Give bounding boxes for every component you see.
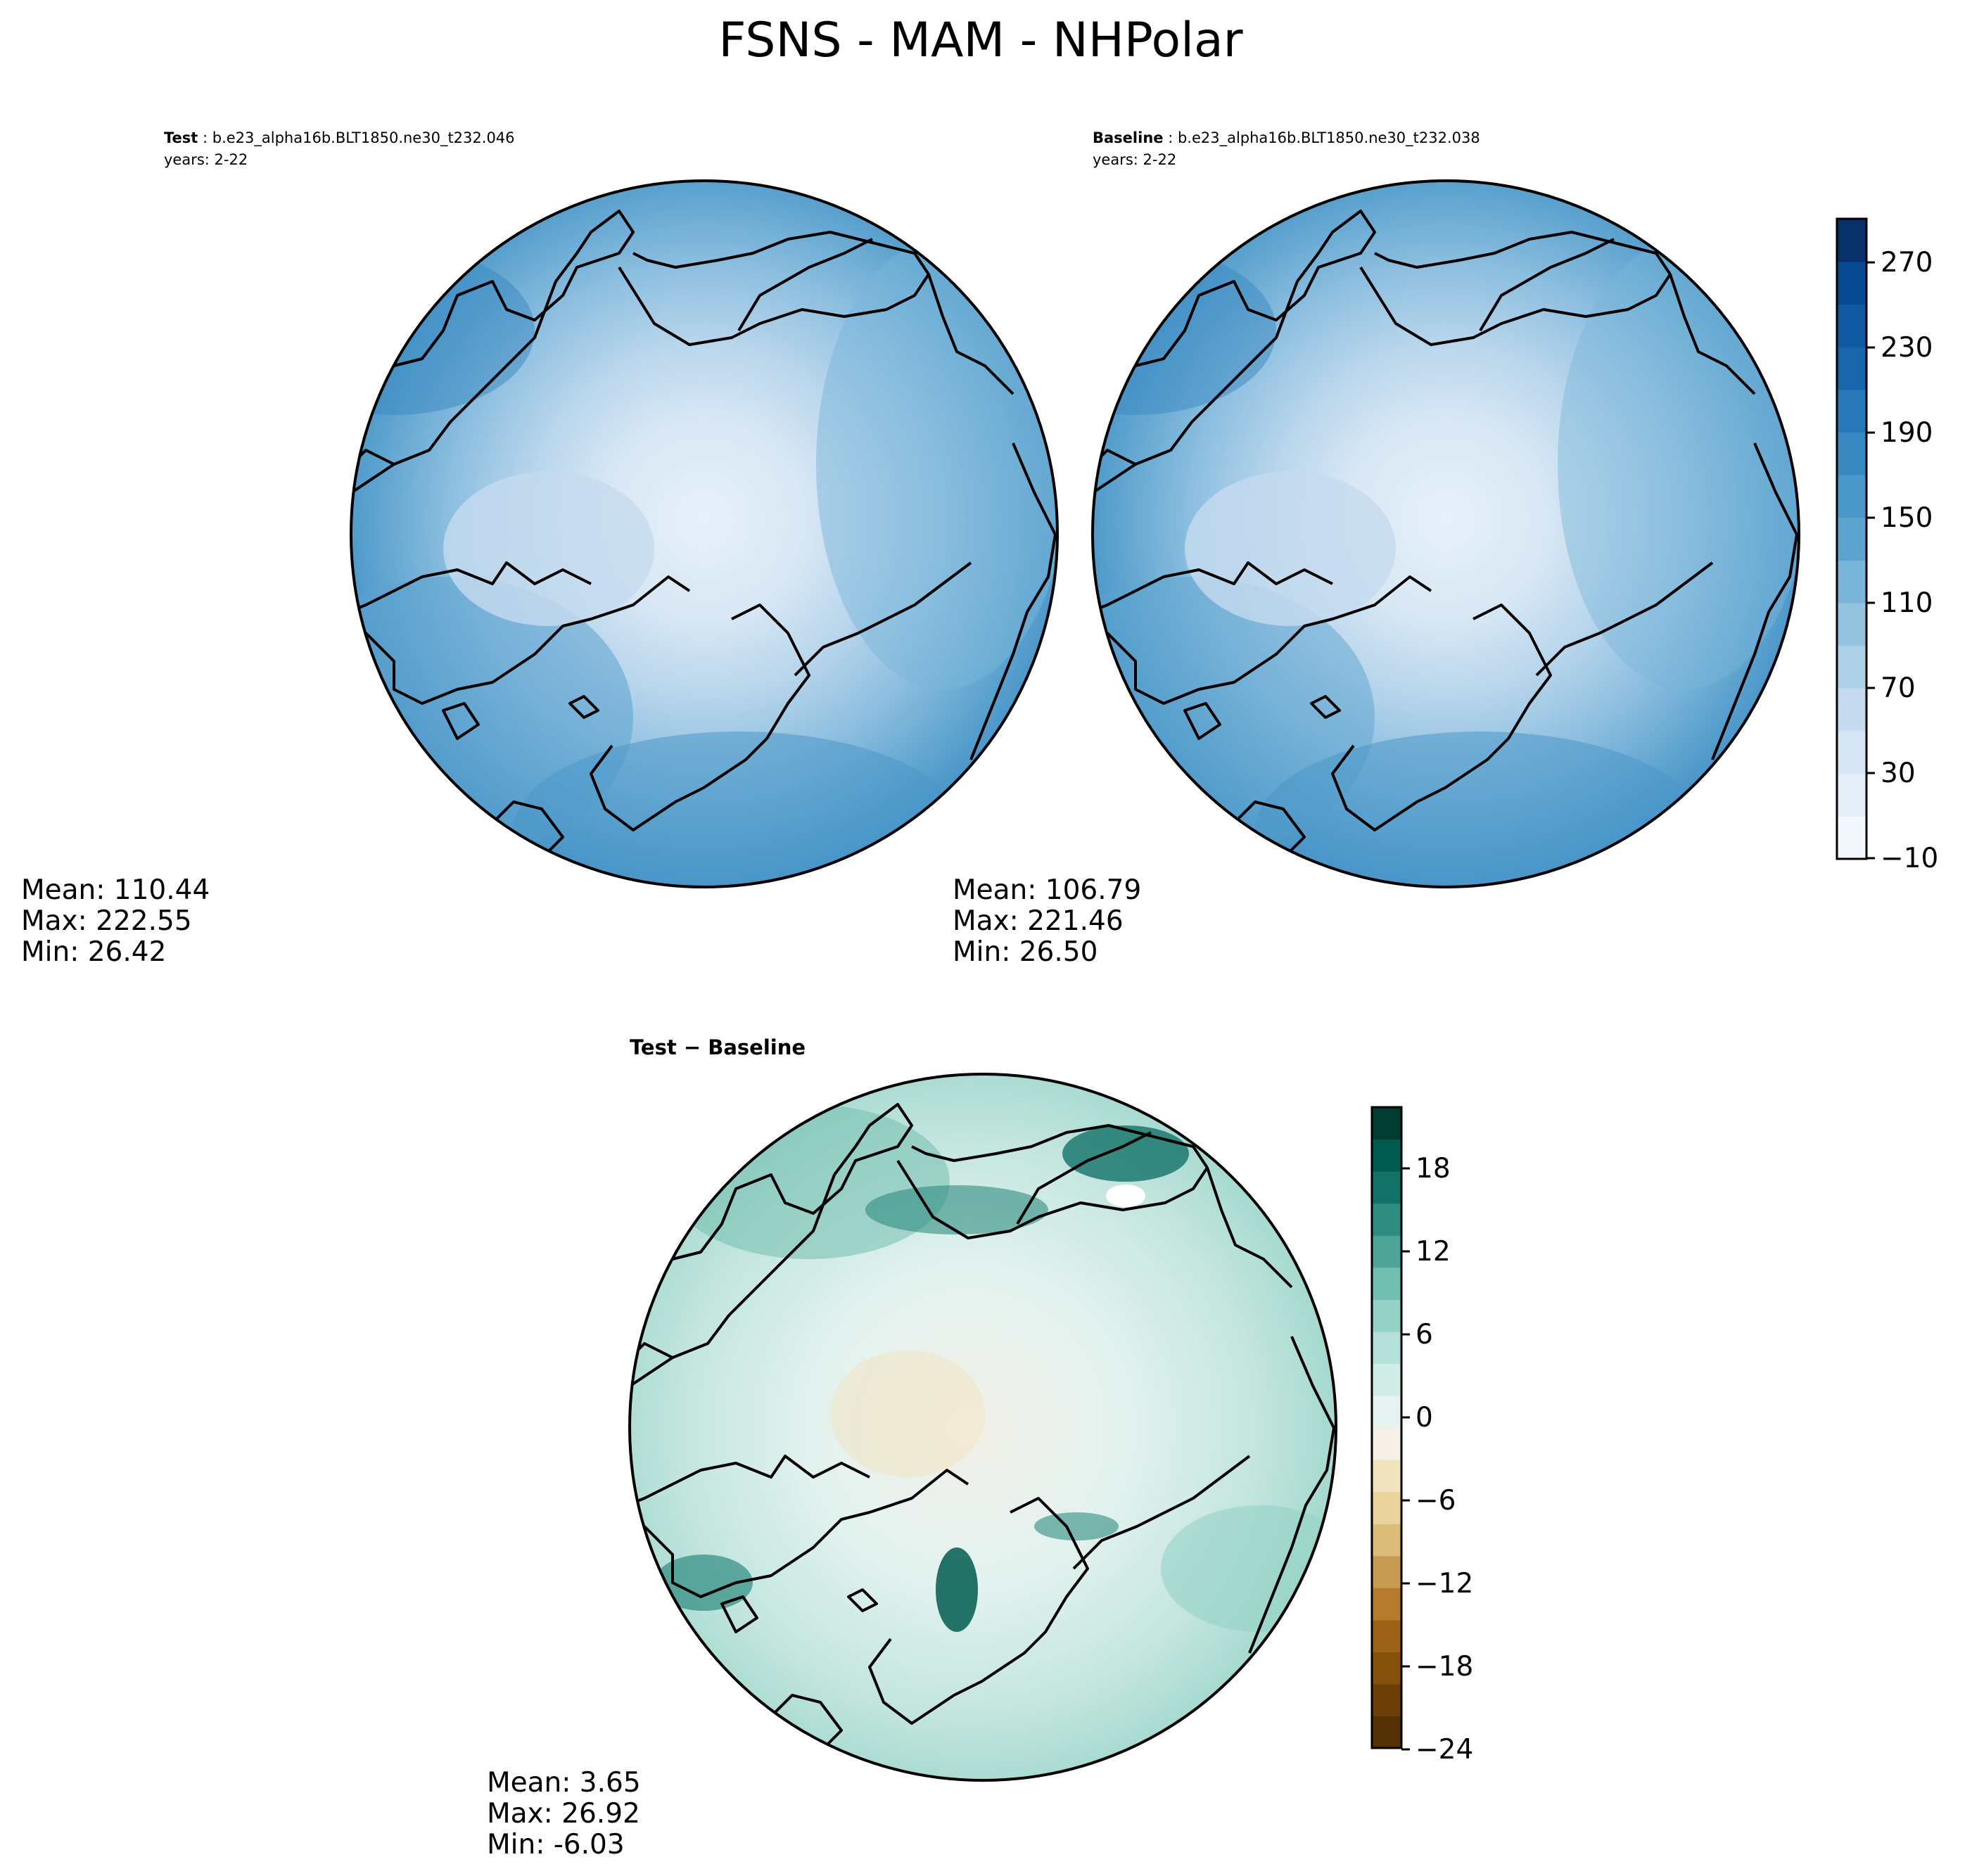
colorbar-segment (1372, 1139, 1401, 1172)
colorbar-main: 270 230 190 150 110 70 30 −10 (1836, 217, 1938, 874)
panel-test-years: years: 2-22 (164, 151, 248, 168)
colorbar-segment (1372, 1395, 1401, 1429)
colorbar-segment (1837, 560, 1866, 604)
colorbar-tick-label: 70 (1881, 672, 1916, 704)
colorbar-segment (1372, 1299, 1401, 1332)
colorbar-tick-label: −24 (1416, 1734, 1473, 1766)
colorbar-segment (1372, 1235, 1401, 1268)
colorbar-segment (1837, 389, 1866, 433)
panel-test-header: Test : b.e23_alpha16b.BLT1850.ne30_t232.… (164, 129, 515, 147)
panel-diff-mean: Mean: 3.65 (487, 1767, 641, 1799)
panel-diff-min: Min: -6.03 (487, 1829, 625, 1861)
colorbar-tick-label: −12 (1416, 1568, 1473, 1600)
panel-baseline-map (1093, 181, 1799, 887)
panel-diff-header: Test − Baseline (630, 1035, 806, 1059)
colorbar-segment (1837, 816, 1866, 860)
colorbar-frame (1836, 217, 1868, 860)
colorbar-frame (1370, 1106, 1403, 1749)
colorbar-segment (1837, 645, 1866, 689)
colorbar-tick-label: 110 (1881, 587, 1933, 619)
colorbar-segment (1372, 1203, 1401, 1236)
panel-baseline-label: Baseline (1093, 129, 1164, 146)
colorbar-tick-label: −10 (1881, 843, 1938, 874)
panel-diff: Test − Baseline (487, 1035, 1337, 1861)
colorbar-segment (1837, 219, 1866, 262)
colorbar-segment (1372, 1683, 1401, 1717)
colorbar-segment (1837, 475, 1866, 518)
colorbar-tick-label: −18 (1416, 1651, 1473, 1683)
colorbar-segment (1837, 347, 1866, 390)
colorbar-tick-label: 18 (1416, 1153, 1451, 1185)
panel-test: Test : b.e23_alpha16b.BLT1850.ne30_t232.… (21, 129, 1059, 968)
panel-baseline-min: Min: 26.50 (953, 936, 1098, 968)
figure-title: FSNS - MAM - NHPolar (718, 13, 1242, 68)
colorbar-segment (1372, 1524, 1401, 1557)
colorbar-segment (1837, 731, 1866, 774)
colorbar-diff: 18 12 6 0 −6 −12 −18 −24 (1370, 1106, 1473, 1766)
panel-test-max: Max: 222.55 (21, 905, 192, 937)
colorbar-segment (1372, 1460, 1401, 1493)
colorbar-tick-label: 230 (1881, 332, 1933, 364)
colorbar-segment (1372, 1363, 1401, 1396)
colorbar-segment (1837, 603, 1866, 646)
panel-baseline: Baseline : b.e23_alpha16b.BLT1850.ne30_t… (953, 129, 1800, 968)
colorbar-segment (1372, 1107, 1401, 1140)
panel-test-min: Min: 26.42 (21, 936, 166, 968)
panel-test-map (351, 181, 1057, 887)
panel-baseline-max: Max: 221.46 (953, 905, 1124, 937)
colorbar-tick-label: 30 (1881, 758, 1916, 789)
colorbar-tick-label: 270 (1881, 247, 1933, 279)
colorbar-segment (1837, 304, 1866, 347)
panel-test-label: Test (164, 129, 198, 146)
colorbar-segment (1372, 1652, 1401, 1685)
panel-diff-max: Max: 26.92 (487, 1798, 640, 1830)
panel-test-case: : b.e23_alpha16b.BLT1850.ne30_t232.046 (198, 129, 514, 147)
colorbar-segment (1372, 1171, 1401, 1204)
panel-baseline-years: years: 2-22 (1093, 151, 1176, 168)
colorbar-segment (1372, 1555, 1401, 1588)
panel-diff-label: Test − Baseline (630, 1035, 806, 1059)
colorbar-segment (1372, 1491, 1401, 1524)
colorbar-segment (1837, 773, 1866, 817)
colorbar-segment (1372, 1619, 1401, 1652)
colorbar-tick-label: 150 (1881, 502, 1933, 534)
panel-test-mean: Mean: 110.44 (21, 874, 210, 906)
colorbar-segment (1372, 1427, 1401, 1460)
colorbar-segment (1837, 432, 1866, 476)
colorbar-tick-label: 0 (1416, 1402, 1433, 1434)
colorbar-segment (1837, 261, 1866, 305)
panel-baseline-case: : b.e23_alpha16b.BLT1850.ne30_t232.038 (1164, 129, 1480, 147)
colorbar-segment (1372, 1716, 1401, 1749)
panel-baseline-mean: Mean: 106.79 (953, 874, 1141, 906)
panel-baseline-map-boundary (1091, 179, 1800, 888)
colorbar-segment (1372, 1331, 1401, 1364)
panel-diff-map-boundary (628, 1073, 1337, 1782)
colorbar-segment (1837, 517, 1866, 561)
colorbar-tick-label: −6 (1416, 1485, 1456, 1517)
colorbar-segment (1372, 1267, 1401, 1300)
colorbar-segment (1837, 688, 1866, 732)
panel-test-map-boundary (350, 179, 1059, 888)
colorbar-tick-label: 190 (1881, 417, 1933, 449)
colorbar-segment (1372, 1588, 1401, 1621)
colorbar-tick-label: 6 (1416, 1319, 1433, 1351)
panel-baseline-header: Baseline : b.e23_alpha16b.BLT1850.ne30_t… (1093, 129, 1480, 147)
colorbar-tick-label: 12 (1416, 1236, 1451, 1268)
